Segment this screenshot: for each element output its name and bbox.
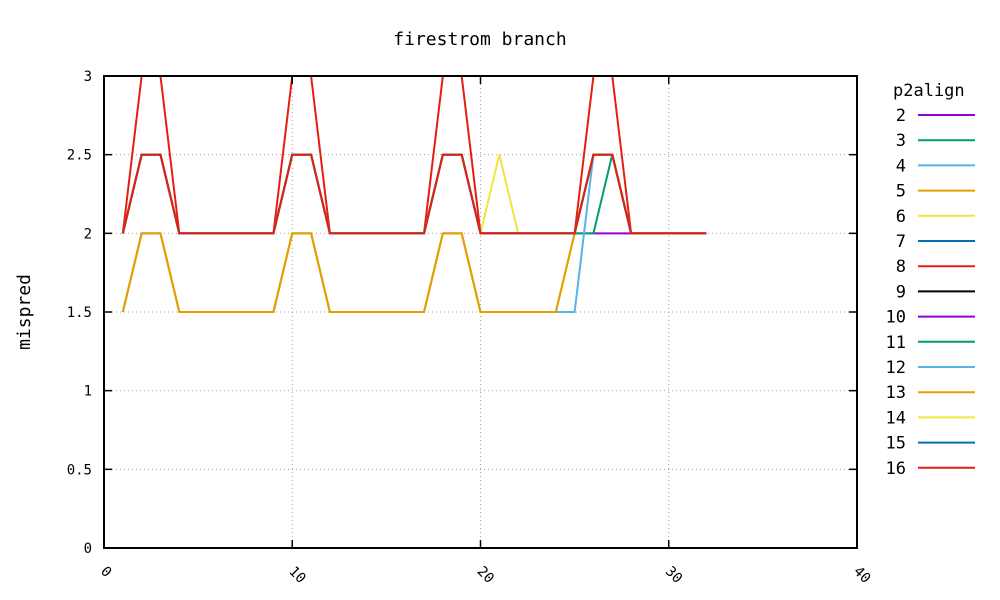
chart-title: firestrom branch (393, 29, 566, 50)
legend: p2align 2 3 4 5 6 7 8 9 10 11 12 13 14 15 16 (886, 81, 975, 479)
series-line-8 (121, 75, 707, 235)
y-tick-label: 0.5 (67, 462, 92, 478)
legend-label: 7 (896, 232, 906, 252)
series-layer (121, 75, 707, 313)
y-tick-label: 3 (84, 69, 92, 85)
legend-label: 15 (886, 434, 906, 454)
series-line-11 (121, 153, 707, 235)
legend-label: 3 (896, 131, 906, 151)
legend-label: 13 (886, 383, 906, 403)
series-line-3 (121, 153, 707, 235)
legend-label: 9 (896, 282, 906, 302)
legend-label: 2 (896, 106, 906, 126)
legend-label: 4 (896, 156, 906, 176)
y-tick-label: 2.5 (67, 148, 92, 164)
legend-title: p2align (893, 81, 965, 101)
series-line-2 (121, 153, 707, 235)
x-tick-label: 0 (97, 564, 114, 581)
x-tick-label: 30 (662, 564, 685, 587)
legend-label: 5 (896, 182, 906, 202)
y-tick-label: 0 (84, 541, 92, 557)
y-tick-label: 1 (84, 384, 92, 400)
legend-label: 11 (886, 333, 906, 353)
y-tick-label: 2 (84, 226, 92, 242)
legend-label: 14 (886, 408, 906, 428)
y-tick-label: 1.5 (67, 305, 92, 321)
series-line-10 (121, 153, 707, 235)
series-line-12 (121, 153, 707, 235)
x-tick-label: 40 (850, 564, 873, 587)
y-axis-title: mispred (14, 274, 35, 350)
x-tick-label: 20 (474, 564, 497, 587)
series-line-15 (121, 153, 707, 235)
series-line-14 (121, 153, 707, 235)
series-line-16 (121, 153, 707, 235)
legend-label: 16 (886, 459, 906, 479)
legend-label: 12 (886, 358, 906, 378)
series-line-9 (121, 153, 707, 235)
x-tick-label: 10 (285, 564, 308, 587)
legend-label: 10 (886, 308, 906, 328)
legend-label: 8 (896, 257, 906, 277)
legend-label: 6 (896, 207, 906, 227)
series-line-6 (121, 153, 707, 235)
series-line-7 (121, 153, 707, 235)
